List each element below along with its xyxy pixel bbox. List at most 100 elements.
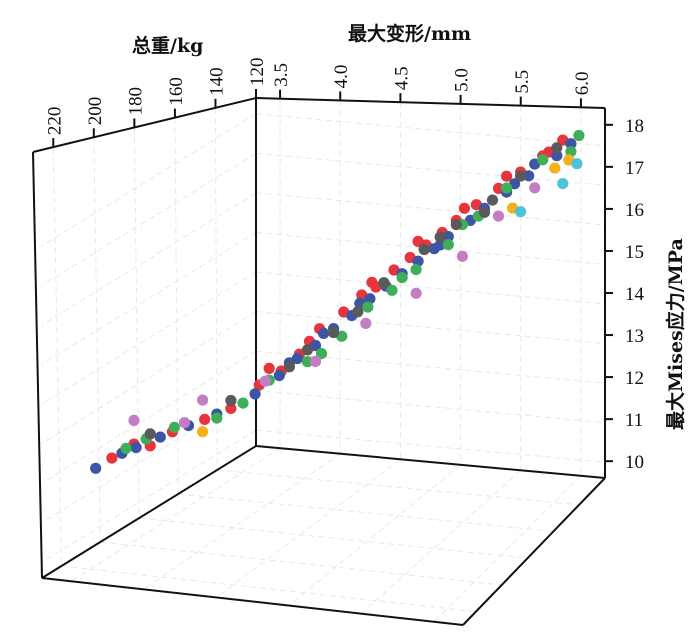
- data-point: [450, 218, 462, 231]
- grid-line-z-left: [41, 192, 257, 326]
- data-point: [263, 362, 275, 374]
- z-tick-label: 11: [625, 410, 643, 431]
- grid-line-y: [93, 137, 101, 543]
- data-point: [301, 356, 314, 368]
- data-point: [225, 402, 237, 414]
- grid-line-y-floor: [178, 493, 554, 532]
- data-point: [130, 442, 142, 454]
- data-point: [537, 154, 549, 166]
- data-point: [396, 272, 408, 284]
- data-point: [418, 243, 430, 256]
- deformation-axis-title: 最大变形/mm: [348, 22, 471, 45]
- data-point: [456, 250, 468, 262]
- data-point: [128, 414, 140, 426]
- data-point: [410, 287, 422, 299]
- data-point: [386, 284, 398, 296]
- grid-line-y-floor: [139, 517, 528, 559]
- data-point: [523, 170, 535, 182]
- data-point: [515, 170, 527, 182]
- data-point: [557, 178, 569, 190]
- data-point: [360, 317, 372, 329]
- y-tick-label: 140: [206, 67, 227, 96]
- data-point: [106, 452, 118, 464]
- grid-line-x-floor: [288, 464, 461, 606]
- frame-edge-top-left: [32, 97, 257, 153]
- data-point: [478, 206, 491, 218]
- frame-edge-top-back: [255, 97, 606, 109]
- grid-line-z-left: [41, 350, 257, 484]
- x-tick-label: 3.5: [271, 63, 292, 87]
- grid-line-x-floor: [361, 469, 522, 615]
- data-point: [442, 239, 454, 251]
- data-point: [197, 426, 209, 438]
- data-point: [434, 231, 446, 243]
- data-point: [199, 413, 211, 425]
- data-point: [378, 277, 390, 289]
- data-point: [352, 306, 364, 318]
- data-point: [549, 162, 561, 174]
- grid-line-z-left: [41, 271, 257, 405]
- data-point: [458, 202, 470, 214]
- data-point: [412, 235, 424, 247]
- data-point: [211, 412, 223, 424]
- data-point: [362, 301, 374, 313]
- grid-line-y: [52, 147, 62, 567]
- data-points: [90, 129, 585, 474]
- data-point: [154, 431, 166, 443]
- data-point: [301, 344, 314, 356]
- data-point: [225, 394, 237, 407]
- axes-frame: [32, 89, 613, 626]
- y-tick-label: 220: [44, 107, 65, 136]
- z-tick-label: 18: [625, 116, 644, 137]
- grid-line-z: [255, 390, 606, 424]
- data-point: [492, 210, 505, 222]
- data-point: [328, 326, 340, 339]
- z-tick-label: 12: [625, 368, 644, 389]
- grid-line-z: [255, 271, 606, 305]
- data-point: [434, 239, 446, 251]
- z-tick-label: 10: [625, 452, 644, 473]
- grid-line-z-left: [41, 390, 257, 524]
- grid-line-y-floor: [217, 469, 580, 506]
- data-point: [90, 462, 102, 474]
- grid-line-x-floor: [215, 458, 401, 598]
- z-tick-label: 16: [625, 200, 644, 221]
- data-point: [486, 194, 499, 206]
- data-point: [315, 348, 328, 360]
- y-tick-label: 120: [247, 58, 268, 87]
- data-point: [120, 442, 132, 454]
- frame-edge-floor-left: [41, 445, 257, 579]
- y-tick-label: 200: [85, 97, 106, 126]
- z-tick-label: 15: [625, 242, 644, 263]
- grid-line-y: [174, 117, 179, 495]
- y-tick-label: 160: [166, 77, 187, 106]
- stress-axis-title: 最大Mises应力/MPa: [664, 238, 687, 430]
- grid-line-z-left: [41, 429, 257, 563]
- data-point: [501, 182, 513, 194]
- data-point: [573, 129, 585, 142]
- z-tick-label: 13: [625, 326, 644, 347]
- data-point: [249, 388, 261, 400]
- data-point: [259, 375, 271, 387]
- data-point: [309, 355, 322, 367]
- grid-line-z: [255, 192, 606, 226]
- data-point: [178, 417, 191, 429]
- data-point: [442, 231, 454, 243]
- x-tick-label: 5.5: [512, 70, 533, 94]
- grid-line-y: [133, 127, 140, 519]
- grid-line-z: [255, 429, 606, 463]
- data-point: [168, 421, 180, 433]
- grid-line-z-left: [41, 311, 257, 444]
- data-point: [529, 182, 541, 194]
- data-point: [565, 146, 577, 158]
- data-point: [318, 327, 330, 339]
- data-point: [571, 158, 583, 170]
- x-tick-label: 6.0: [572, 72, 593, 96]
- grid-line-x-floor: [433, 475, 582, 623]
- grid-line-z: [255, 152, 606, 186]
- data-point: [144, 428, 156, 440]
- grid-line-z: [255, 311, 606, 345]
- grid-line-y-floor: [100, 541, 502, 586]
- x-tick-label: 5.0: [452, 68, 473, 92]
- data-point: [412, 255, 424, 267]
